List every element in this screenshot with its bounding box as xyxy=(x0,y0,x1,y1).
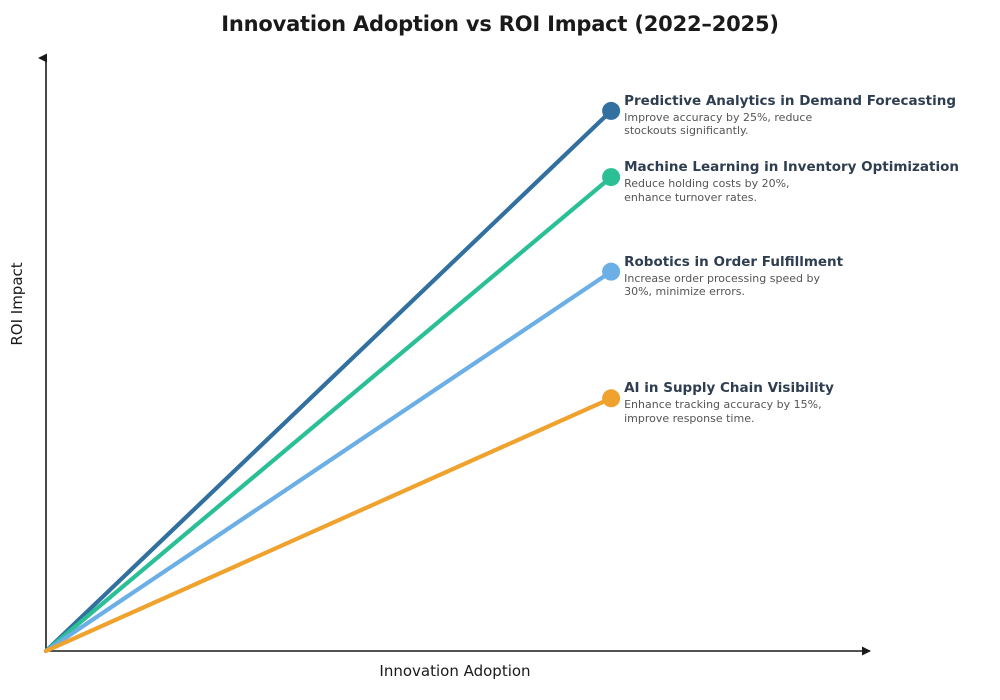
series-annotation: Machine Learning in Inventory Optimizati… xyxy=(624,159,1000,204)
series-annotation-title: Predictive Analytics in Demand Forecasti… xyxy=(624,92,956,109)
series-annotation: Predictive Analytics in Demand Forecasti… xyxy=(624,93,1000,138)
series-line xyxy=(43,396,614,654)
series-annotation-title: Machine Learning in Inventory Optimizati… xyxy=(624,159,959,176)
series-annotation-title: Robotics in Order Fulfillment xyxy=(624,253,844,270)
series-endpoint-marker[interactable] xyxy=(602,168,621,187)
x-axis-label: Innovation Adoption xyxy=(379,662,531,680)
series-annotation-description: Increase order processing speed by 30%, … xyxy=(624,271,820,299)
series-annotation-description: Enhance tracking accuracy by 15%, improv… xyxy=(624,398,822,425)
series-annotation-description: Reduce holding costs by 20%, enhance tur… xyxy=(624,177,790,204)
series-line xyxy=(43,269,614,654)
series-line xyxy=(43,175,614,654)
series-annotation: Robotics in Order Fulfillment Increase or… xyxy=(624,254,1000,299)
series-endpoint-marker[interactable] xyxy=(602,101,621,120)
series-annotation-title: AI in Supply Chain Visibility xyxy=(624,380,834,397)
series-annotation-description: Improve accuracy by 25%, reduce stockout… xyxy=(624,110,813,138)
series-layer xyxy=(43,101,621,654)
series-endpoint-marker[interactable] xyxy=(602,389,621,408)
chart-title: Innovation Adoption vs ROI Impact (2022–… xyxy=(221,12,779,36)
series-endpoint-marker[interactable] xyxy=(602,262,621,281)
y-axis-label: ROI Impact xyxy=(8,262,26,346)
series-annotation: AI in Supply Chain Visibility Enhance tra… xyxy=(624,380,1000,425)
series-line xyxy=(43,108,614,654)
